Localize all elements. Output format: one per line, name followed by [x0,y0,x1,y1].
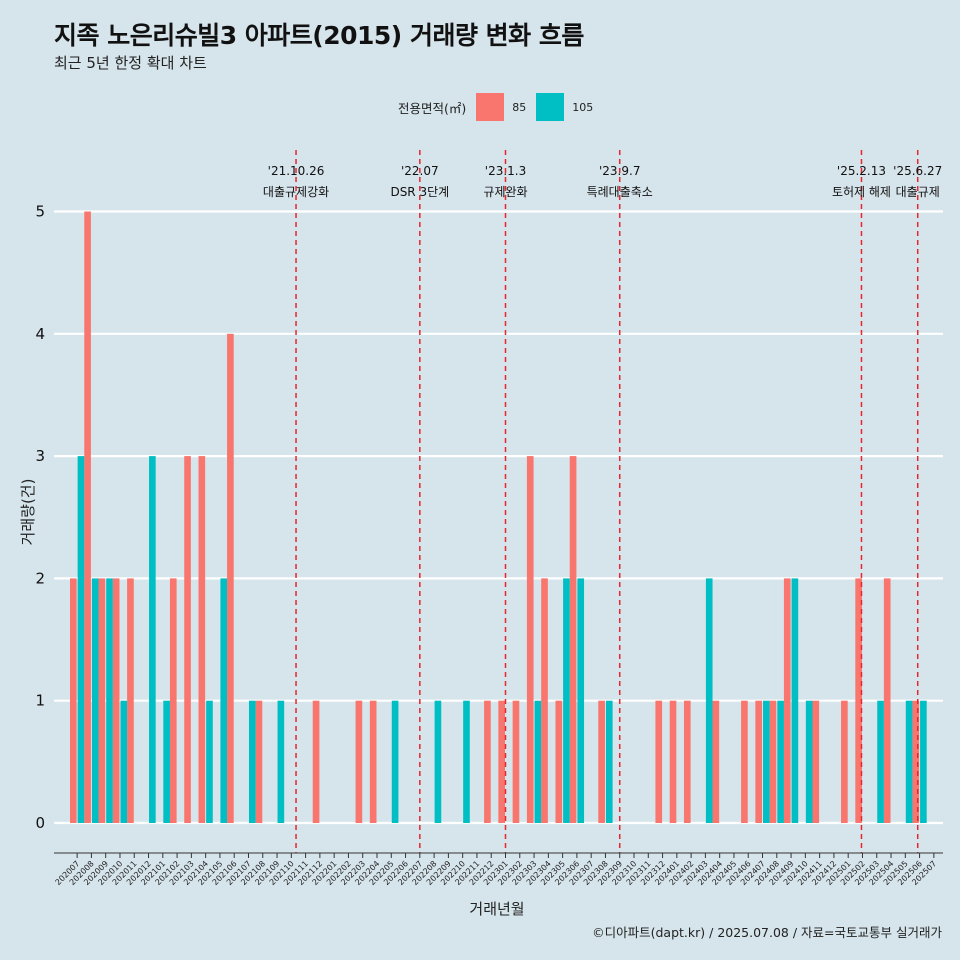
bar-85-202007 [70,578,77,823]
bar-85-202408 [769,700,777,823]
bar-85-202102 [169,578,177,823]
event-label: 규제완화 [483,185,527,199]
event-date: '23.1.3 [485,164,526,178]
bar-85-202302 [512,700,520,823]
bar-105-202505 [905,700,913,823]
bar-85-202308 [598,700,605,823]
bar-105-202109 [277,700,285,823]
bar-85-202104 [198,456,206,823]
bar-105-202105 [220,578,228,823]
bar-105-202407 [763,700,770,823]
event-date: '25.6.27 [893,164,942,178]
y-tick-label: 0 [35,814,45,832]
source-caption: ©디아파트(dapt.kr) / 2025.07.08 / 자료=국토교통부 실… [592,925,942,940]
bar-105-202104 [206,700,213,823]
legend-title: 전용면적(㎡) [398,100,467,116]
bar-85-202506 [912,700,920,823]
bar-105-202101 [163,700,170,823]
bar-105-202408 [777,700,784,823]
bar-85-202401 [669,700,677,823]
bar-85-202305 [555,700,563,823]
event-date: '23.9.7 [599,164,640,178]
legend-label-105: 105 [572,100,594,114]
bar-85-202303 [526,456,534,823]
bar-105-202503 [877,700,884,823]
bar-85-202103 [184,456,191,823]
bar-85-202010 [112,578,120,823]
y-tick-label: 2 [35,569,45,587]
bar-105-202012 [149,456,156,823]
bar-85-202409 [783,578,791,823]
bar-85-202406 [741,700,748,823]
bar-105-202010 [120,700,128,823]
y-tick-label: 4 [35,325,45,343]
bar-85-202106 [227,333,234,823]
bar-85-202306 [569,456,577,823]
bar-105-202007 [77,456,85,823]
chart-subtitle: 최근 5년 한정 확대 차트 [54,54,207,72]
bar-105-202208 [434,700,442,823]
legend-key-105 [536,93,565,121]
y-tick-label: 1 [35,692,45,710]
bar-85-202008 [84,211,91,823]
bar-85-202203 [355,700,363,823]
bar-105-202305 [563,578,570,823]
y-axis-label: 거래량(건) [19,479,37,546]
bar-85-202204 [369,700,377,823]
bar-105-202009 [106,578,113,823]
bar-85-202108 [255,700,263,823]
bar-85-202502 [855,578,862,823]
bar-85-202504 [883,578,891,823]
bar-105-202306 [577,578,585,823]
y-tick-label: 5 [35,203,45,221]
bar-105-202403 [705,578,713,823]
event-date: '22.07 [401,164,439,178]
event-label: 대출규제 [896,185,940,199]
event-label: 특례대출축소 [587,185,653,199]
bar-105-202308 [605,700,613,823]
bar-85-202411 [812,700,820,823]
legend: 전용면적(㎡) 85 105 [398,93,603,121]
bar-85-202212 [484,700,491,823]
bar-105-202410 [805,700,813,823]
bar-85-202301 [498,700,505,823]
bar-85-202304 [541,578,548,823]
bar-105-202506 [920,700,927,823]
y-tick-label: 3 [35,447,45,465]
event-label: DSR 3단계 [390,185,449,199]
x-axis-label: 거래년월 [469,900,524,918]
bar-105-202409 [791,578,799,823]
event-date: '21.10.26 [268,164,325,178]
event-markers: '21.10.26 대출규제강화 '22.07 DSR 3단계 '23.1.3 규제완화 '… [263,150,942,853]
bars [70,211,927,823]
bar-105-202008 [91,578,99,823]
event-label: 토허제 해제 [832,185,891,199]
bar-85-202009 [98,578,106,823]
legend-label-85: 85 [512,100,527,114]
event-date: '25.2.13 [837,164,886,178]
bar-85-202402 [683,700,691,823]
bar-85-202312 [655,700,663,823]
bar-105-202107 [248,700,256,823]
bar-85-202501 [841,700,848,823]
bar-85-202112 [312,700,320,823]
chart-title: 지족 노은리슈빌3 아파트(2015) 거래량 변화 흐름 [54,21,584,50]
bar-105-202205 [391,700,399,823]
legend-key-85 [476,93,505,121]
bar-85-202011 [127,578,134,823]
event-label: 대출규제강화 [263,185,329,199]
bar-105-202210 [463,700,470,823]
bar-105-202303 [534,700,542,823]
bar-85-202404 [712,700,720,823]
bar-85-202407 [755,700,763,823]
